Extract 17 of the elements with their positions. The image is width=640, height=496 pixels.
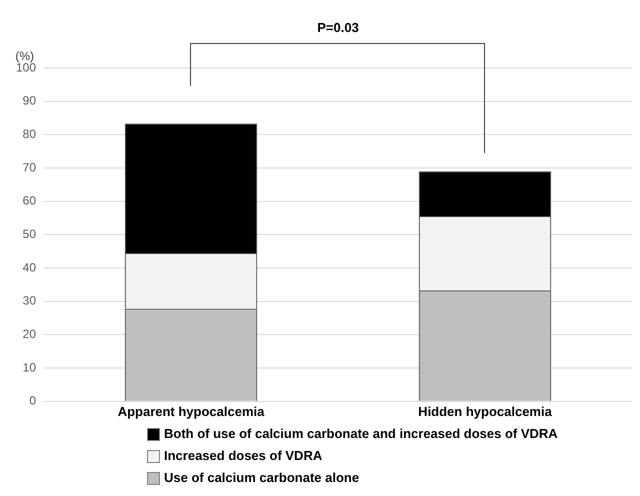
x-tick-label: Apparent hypocalcemia bbox=[118, 404, 266, 419]
text: P=0.03 bbox=[317, 20, 359, 35]
y-tick-label: 40 bbox=[22, 260, 36, 274]
y-tick-label: 70 bbox=[22, 160, 36, 174]
y-tick-label: 20 bbox=[22, 327, 36, 342]
y-tick-label: 80 bbox=[22, 126, 36, 141]
y-tick-label: 60 bbox=[22, 194, 36, 208]
x-tick-label: Hidden hypocalcemia bbox=[418, 404, 553, 419]
y-axis-title: (%) bbox=[15, 49, 34, 63]
y-tick-label: 0 bbox=[29, 394, 36, 408]
legend-label: Both of use of calcium carbonate and increased doses of VDRA bbox=[164, 425, 558, 443]
y-tick-label: 10 bbox=[22, 360, 36, 374]
legend-label: Use of calcium carbonate alone bbox=[164, 469, 360, 487]
y-tick-label: 90 bbox=[22, 94, 36, 108]
y-tick-label: 50 bbox=[22, 227, 36, 242]
y-tick-label: 30 bbox=[22, 294, 36, 308]
legend-label: Increased doses of VDRA bbox=[164, 447, 322, 465]
